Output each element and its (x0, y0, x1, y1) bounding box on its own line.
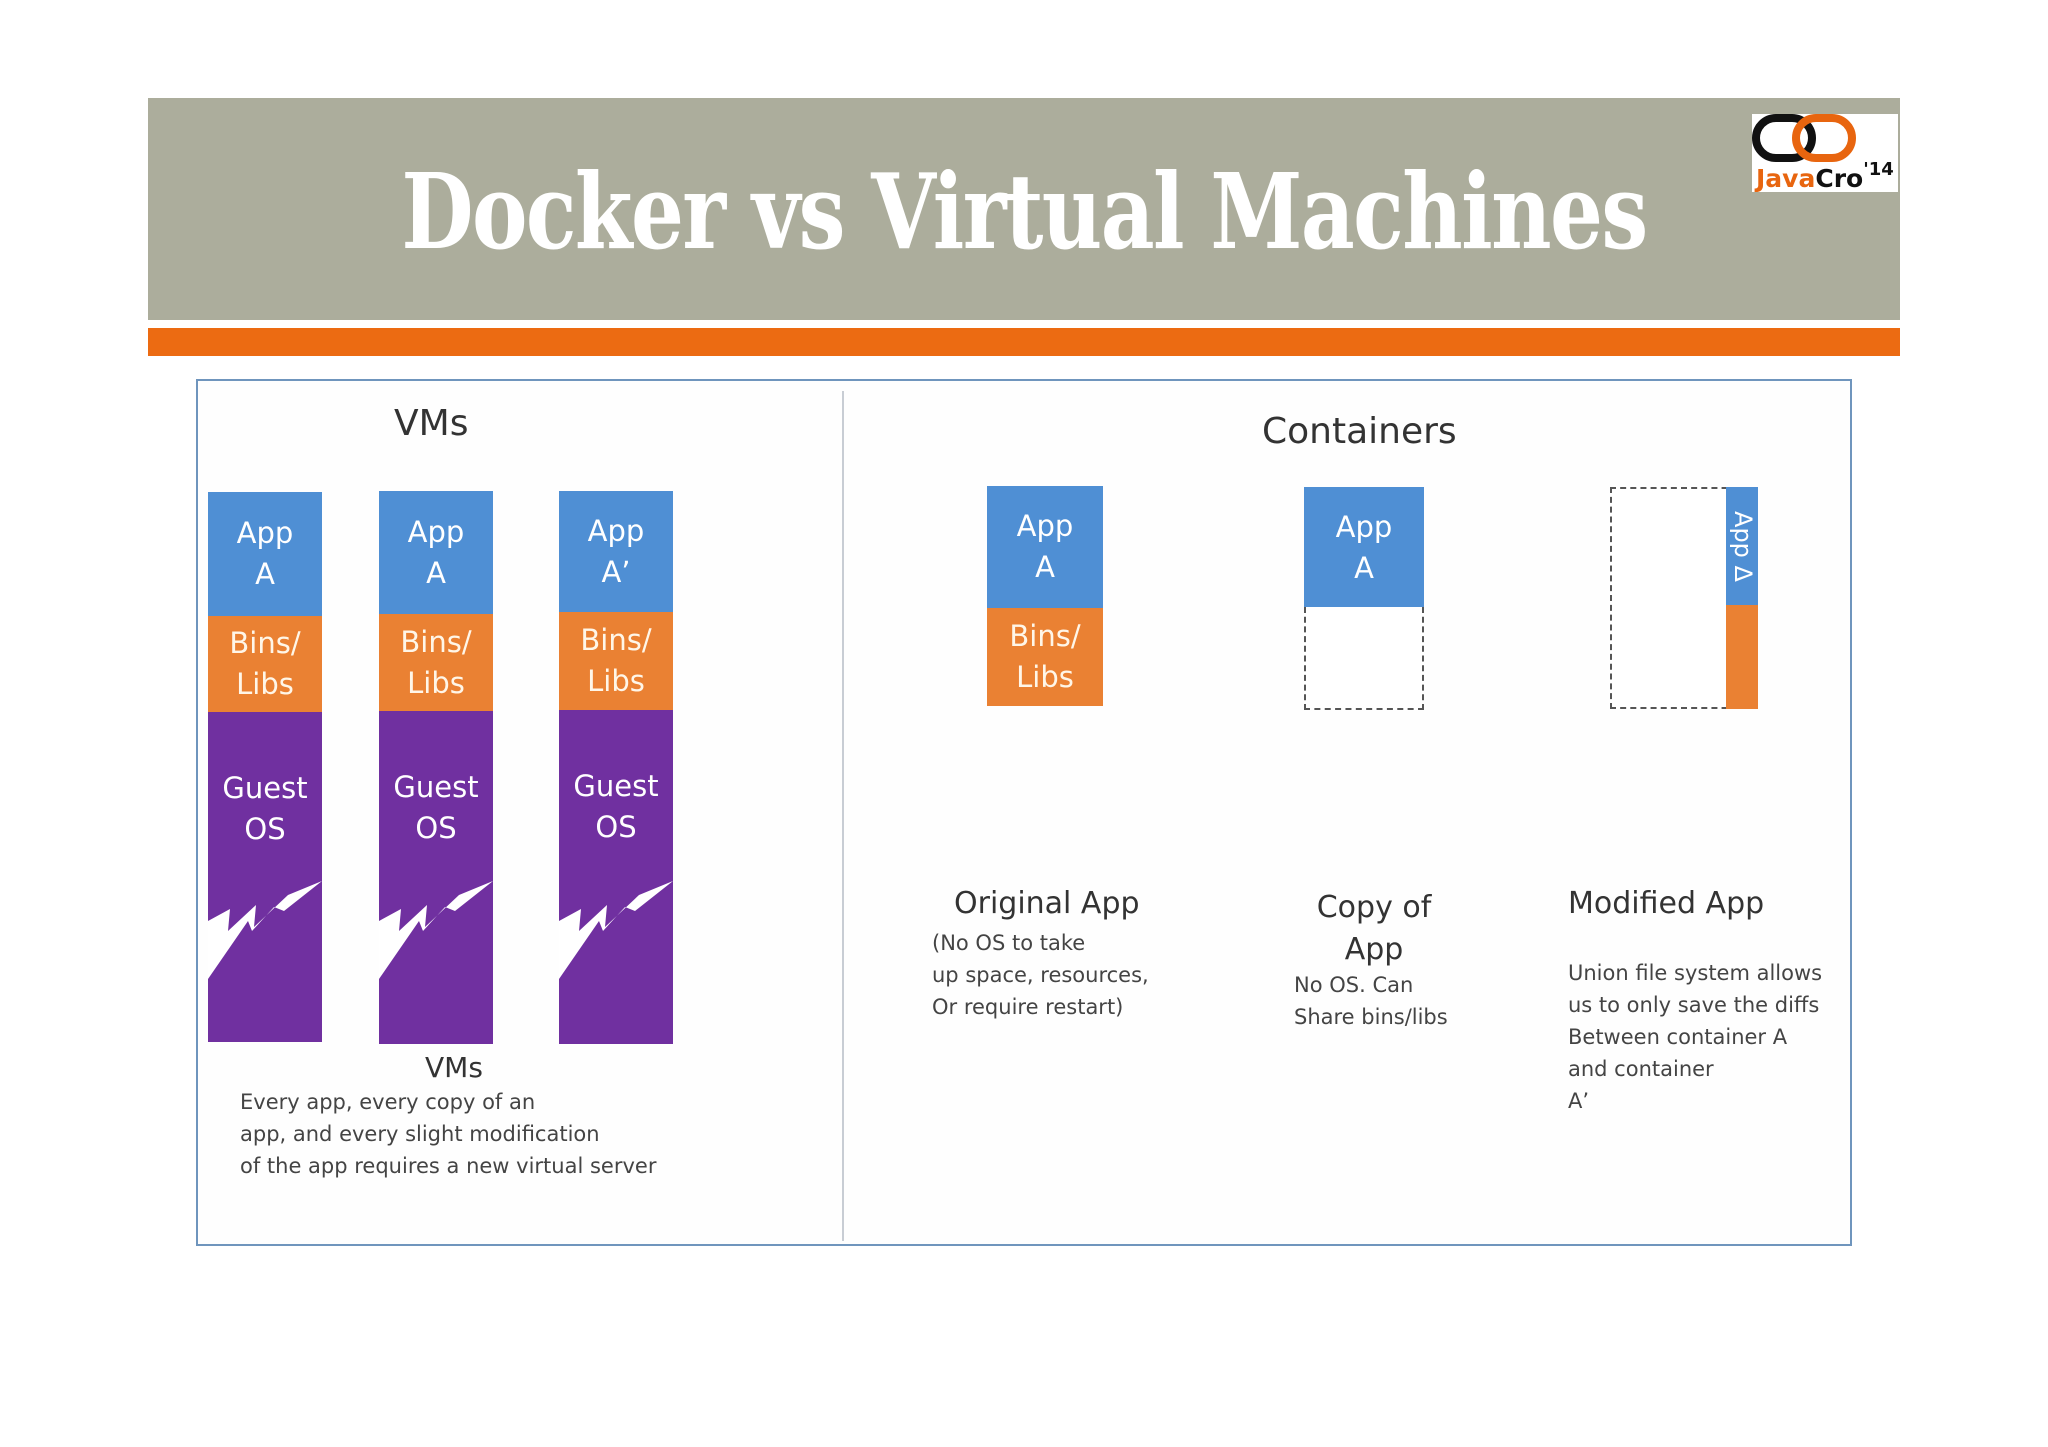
title-bar: Docker vs Virtual Machines (148, 98, 1900, 320)
vms-footer-note: Every app, every copy of an app, and eve… (240, 1090, 657, 1178)
vm1-app-block: App A (208, 492, 322, 616)
section-divider (842, 391, 844, 1241)
containers-heading: Containers (1262, 411, 1457, 452)
original-app-note: (No OS to take up space, resources, Or r… (932, 931, 1149, 1019)
comparison-diagram: VMs App A Bins/ Libs Guest OS App A Bins… (196, 379, 1852, 1246)
logo-year: '14 (1863, 159, 1894, 180)
lightning-icon (379, 881, 493, 979)
copy-app-note: No OS. Can Share bins/libs (1294, 973, 1448, 1029)
original-app-block: App A (987, 486, 1103, 608)
vms-footer-label: VMs (425, 1051, 483, 1084)
logo-wordmark: JavaCro'14 (1756, 159, 1894, 193)
copy-app-caption: Copy of App (1316, 890, 1432, 967)
modified-bins-delta-block (1726, 605, 1758, 709)
modified-app-note: Union file system allows us to only save… (1568, 961, 1823, 1113)
original-bins-block: Bins/ Libs (987, 608, 1103, 706)
vms-heading: VMs (394, 403, 469, 444)
modified-app-caption: Modified App (1568, 886, 1765, 921)
original-app-caption: Original App (954, 886, 1140, 921)
chain-link-icon (1752, 114, 1856, 162)
slide-title: Docker vs Virtual Machines (401, 150, 1648, 273)
vm3-app-block: App A’ (559, 491, 673, 612)
javacro-logo: JavaCro'14 (1752, 114, 1898, 193)
vm2-bins-block: Bins/ Libs (379, 614, 493, 711)
vm3-guest-os-block: Guest OS (559, 710, 673, 1044)
vm1-guest-os-block: Guest OS (208, 712, 322, 1042)
vm3-bins-block: Bins/ Libs (559, 612, 673, 710)
copy-app-block: App A (1304, 487, 1424, 608)
lightning-icon (208, 881, 322, 979)
accent-bar (148, 328, 1900, 356)
logo-java: Java (1756, 164, 1816, 193)
lightning-icon (559, 881, 673, 979)
vm2-guest-os-block: Guest OS (379, 711, 493, 1044)
logo-cro: Cro (1815, 164, 1864, 193)
modified-app-delta-label: App Δ (1728, 510, 1757, 582)
vm1-bins-block: Bins/ Libs (208, 616, 322, 712)
copy-shared-bins-placeholder (1304, 607, 1424, 710)
modified-app-delta-block: App Δ (1726, 487, 1758, 605)
vm2-app-block: App A (379, 491, 493, 614)
